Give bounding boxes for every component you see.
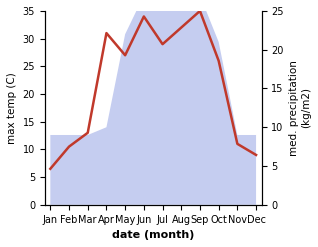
Y-axis label: med. precipitation
(kg/m2): med. precipitation (kg/m2) <box>289 60 311 156</box>
X-axis label: date (month): date (month) <box>112 230 194 240</box>
Y-axis label: max temp (C): max temp (C) <box>7 72 17 144</box>
